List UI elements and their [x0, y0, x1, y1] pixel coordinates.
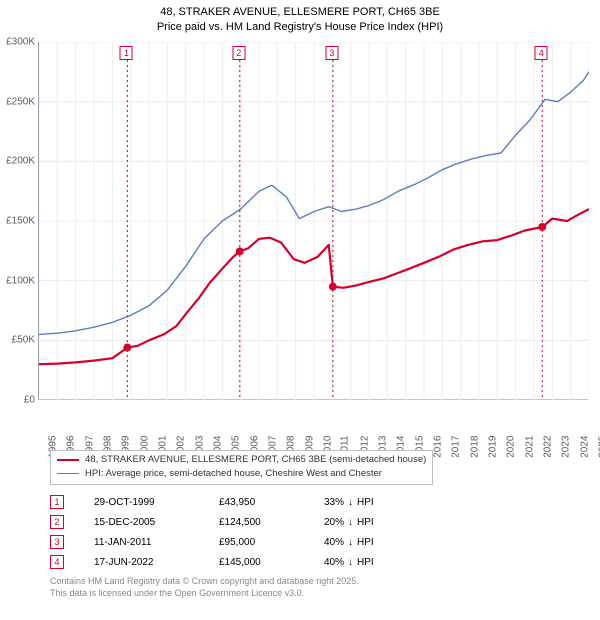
transaction-hpi-delta: 33%HPI: [324, 497, 434, 508]
title-line-2: Price paid vs. HM Land Registry's House …: [0, 20, 600, 35]
x-axis-label: 2023: [561, 436, 572, 458]
legend-label: 48, STRAKER AVENUE, ELLESMERE PORT, CH65…: [85, 453, 426, 467]
legend-swatch: [57, 459, 79, 461]
transaction-date: 11-JAN-2011: [94, 537, 219, 548]
transaction-index: 3: [50, 535, 64, 549]
x-axis-label: 2020: [506, 436, 517, 458]
title-line-1: 48, STRAKER AVENUE, ELLESMERE PORT, CH65…: [0, 5, 600, 20]
transaction-hpi-delta: 40%HPI: [324, 557, 434, 568]
y-axis-label: £300K: [6, 37, 35, 48]
y-axis-label: £250K: [6, 96, 35, 107]
legend-label: HPI: Average price, semi-detached house,…: [85, 467, 382, 481]
x-axis-label: 2018: [469, 436, 480, 458]
footer-attribution: Contains HM Land Registry data © Crown c…: [50, 576, 359, 599]
transaction-row: 2 15-DEC-2005£124,50020%HPI: [50, 512, 434, 532]
x-axis-label: 2021: [524, 436, 535, 458]
transaction-hpi-delta: 20%HPI: [324, 517, 434, 528]
callout-marker-2: 2: [232, 46, 245, 60]
footer-line-2: This data is licensed under the Open Gov…: [50, 588, 359, 600]
y-axis-label: £0: [24, 395, 35, 406]
transaction-index: 4: [50, 555, 64, 569]
x-axis-label: 2024: [579, 436, 590, 458]
transaction-date: 17-JUN-2022: [94, 557, 219, 568]
x-axis-label: 2019: [487, 436, 498, 458]
transaction-index: 2: [50, 515, 64, 529]
transaction-price: £43,950: [219, 497, 324, 508]
callout-marker-3: 3: [325, 46, 338, 60]
transaction-hpi-delta: 40%HPI: [324, 537, 434, 548]
transaction-index: 1: [50, 495, 64, 509]
callout-marker-4: 4: [535, 46, 548, 60]
transaction-row: 1 29-OCT-1999£43,95033%HPI: [50, 492, 434, 512]
legend-item: HPI: Average price, semi-detached house,…: [57, 467, 426, 481]
chart-title: 48, STRAKER AVENUE, ELLESMERE PORT, CH65…: [0, 0, 600, 35]
transaction-price: £124,500: [219, 517, 324, 528]
transaction-row: 4 17-JUN-2022£145,00040%HPI: [50, 552, 434, 572]
transaction-price: £145,000: [219, 557, 324, 568]
x-axis-label: 2022: [542, 436, 553, 458]
legend-swatch: [57, 473, 79, 474]
legend-item: 48, STRAKER AVENUE, ELLESMERE PORT, CH65…: [57, 453, 426, 467]
footer-line-1: Contains HM Land Registry data © Crown c…: [50, 576, 359, 588]
y-axis-label: £200K: [6, 156, 35, 167]
y-axis-label: £150K: [6, 216, 35, 227]
transaction-date: 15-DEC-2005: [94, 517, 219, 528]
transaction-date: 29-OCT-1999: [94, 497, 219, 508]
transaction-price: £95,000: [219, 537, 324, 548]
x-axis-label: 2016: [432, 436, 443, 458]
y-axis-label: £100K: [6, 275, 35, 286]
y-axis-label: £50K: [12, 335, 35, 346]
legend: 48, STRAKER AVENUE, ELLESMERE PORT, CH65…: [50, 450, 433, 485]
callout-marker-1: 1: [120, 46, 133, 60]
transaction-row: 3 11-JAN-2011£95,00040%HPI: [50, 532, 434, 552]
chart-plot-area: [38, 42, 588, 400]
x-axis-label: 2017: [451, 436, 462, 458]
chart-svg: [39, 42, 589, 400]
transaction-table: 1 29-OCT-1999£43,95033%HPI 2 15-DEC-2005£12…: [50, 492, 434, 572]
